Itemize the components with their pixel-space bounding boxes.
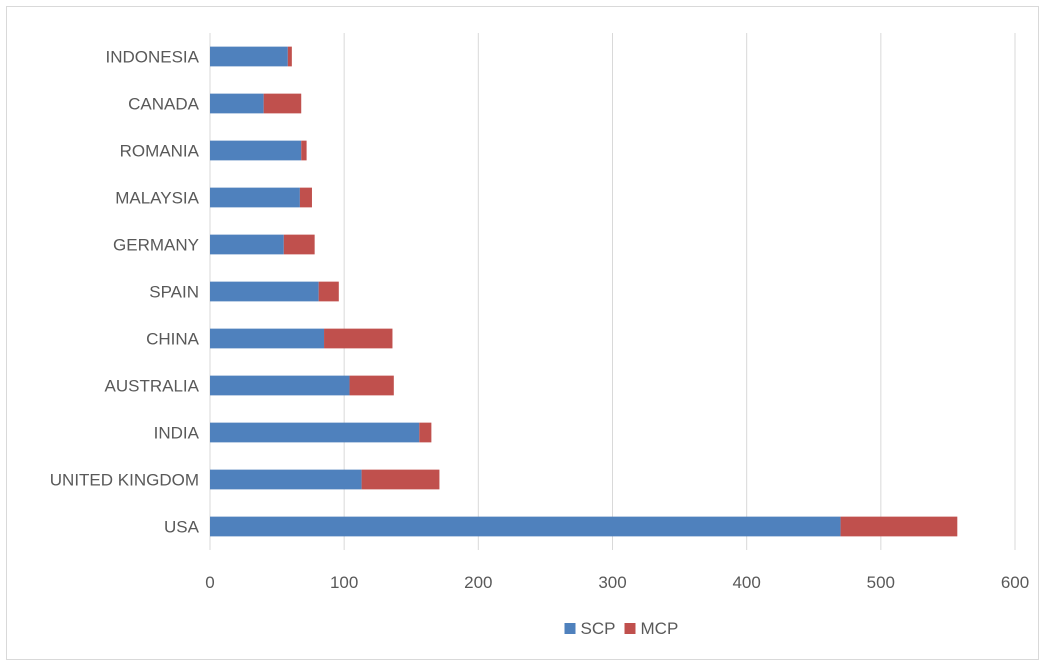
- category-label-malaysia: MALAYSIA: [115, 189, 199, 208]
- category-label-germany: GERMANY: [113, 236, 199, 255]
- bar-scp-romania: [210, 140, 302, 161]
- legend-label-scp: SCP: [581, 619, 616, 638]
- bar-scp-india: [210, 422, 420, 443]
- category-labels: USA UNITED KINGDOM INDIA AUSTRALIA CHINA SPAI…: [50, 48, 200, 537]
- bar-scp-united-kingdom: [210, 469, 362, 490]
- bar-scp-malaysia: [210, 187, 300, 208]
- category-label-india: INDIA: [154, 424, 200, 443]
- bar-scp-indonesia: [210, 46, 288, 67]
- x-tick-100: 100: [330, 573, 358, 592]
- gridlines: [209, 33, 1016, 550]
- x-tick-300: 300: [598, 573, 626, 592]
- bar-mcp-canada: [263, 93, 302, 114]
- category-label-romania: ROMANIA: [120, 142, 200, 161]
- bar-scp-spain: [210, 281, 319, 302]
- stacked-bar-chart: USA UNITED KINGDOM INDIA AUSTRALIA CHINA SPAI…: [50, 33, 1029, 638]
- category-label-united-kingdom: UNITED KINGDOM: [50, 471, 199, 490]
- x-tick-200: 200: [464, 573, 492, 592]
- bar-mcp-india: [419, 422, 432, 443]
- bar-mcp-australia: [349, 375, 394, 396]
- bar-mcp-spain: [318, 281, 339, 302]
- bars: [210, 46, 958, 537]
- x-tick-labels: 0 100 200 300 400 500 600: [205, 573, 1029, 592]
- bar-mcp-usa: [840, 516, 958, 537]
- legend-swatch-mcp: [624, 623, 636, 634]
- category-label-australia: AUSTRALIA: [105, 377, 200, 396]
- legend-label-mcp: MCP: [641, 619, 679, 638]
- category-label-spain: SPAIN: [149, 283, 199, 302]
- bar-mcp-romania: [301, 140, 307, 161]
- bar-scp-usa: [210, 516, 841, 537]
- category-label-usa: USA: [164, 518, 200, 537]
- x-tick-600: 600: [1001, 573, 1029, 592]
- bar-scp-germany: [210, 234, 284, 255]
- chart-frame: USA UNITED KINGDOM INDIA AUSTRALIA CHINA SPAI…: [6, 6, 1039, 660]
- x-tick-0: 0: [205, 573, 214, 592]
- bar-mcp-malaysia: [299, 187, 312, 208]
- bar-mcp-china: [324, 328, 393, 349]
- x-tick-500: 500: [867, 573, 895, 592]
- legend: SCP MCP: [564, 619, 679, 638]
- bar-mcp-indonesia: [287, 46, 292, 67]
- bar-scp-australia: [210, 375, 350, 396]
- category-label-china: CHINA: [146, 330, 200, 349]
- x-tick-400: 400: [732, 573, 760, 592]
- bar-scp-canada: [210, 93, 264, 114]
- bar-scp-china: [210, 328, 325, 349]
- category-label-indonesia: INDONESIA: [105, 48, 199, 67]
- category-label-canada: CANADA: [128, 95, 200, 114]
- legend-swatch-scp: [564, 623, 576, 634]
- bar-mcp-united-kingdom: [361, 469, 440, 490]
- bar-mcp-germany: [283, 234, 315, 255]
